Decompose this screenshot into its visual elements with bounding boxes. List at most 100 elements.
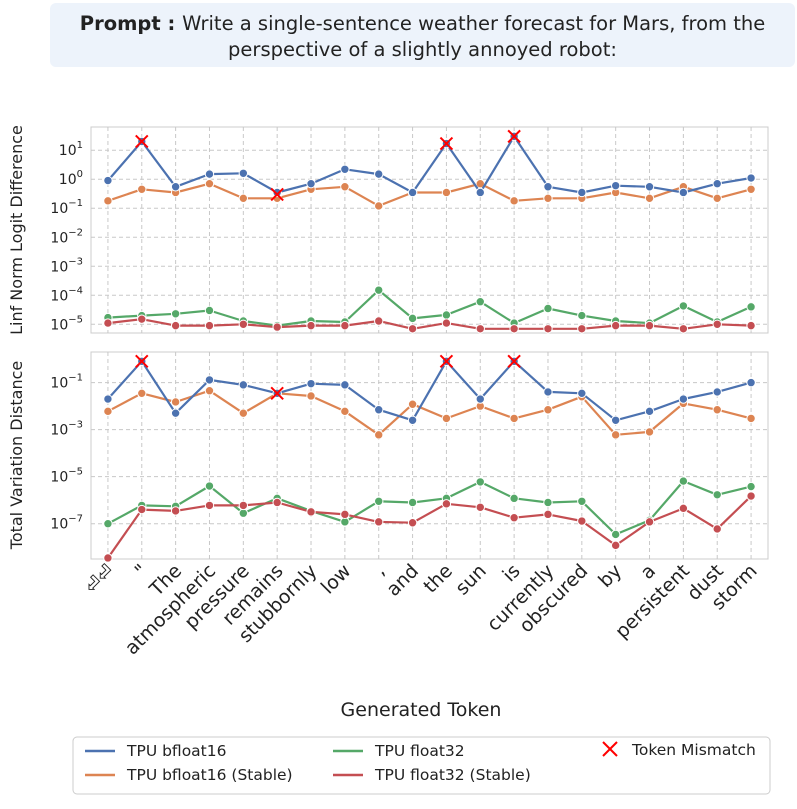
- series-point: [543, 387, 553, 397]
- series-point: [712, 405, 722, 415]
- series-line: [107, 135, 752, 194]
- series-point: [746, 184, 756, 194]
- series-point: [712, 524, 722, 534]
- x-tick-label: ": [131, 560, 153, 582]
- series-point: [137, 314, 147, 324]
- y-axis-label: Linf Norm Logit Difference: [7, 125, 26, 335]
- series-point: [272, 497, 282, 508]
- series-point: [543, 405, 553, 415]
- y-tick-label: 10−5: [50, 314, 83, 333]
- series-point: [238, 380, 249, 390]
- token-mismatch-marker: [270, 386, 284, 401]
- series-point: [238, 168, 249, 179]
- prompt-label: Prompt: [79, 12, 161, 35]
- series-point: [678, 394, 689, 404]
- series-line: [107, 360, 752, 422]
- series-point: [374, 405, 384, 415]
- series-point: [170, 408, 181, 418]
- y-axis-label: Total Variation Distance: [7, 361, 26, 550]
- series-point: [340, 164, 350, 174]
- token-mismatch-marker: [270, 187, 284, 202]
- series-point: [374, 285, 384, 295]
- mismatch-stroke: [135, 134, 149, 149]
- series-line: [107, 480, 752, 536]
- series-line: [107, 389, 752, 436]
- series-point: [407, 187, 418, 198]
- series-point: [644, 193, 655, 204]
- y-tick-label: 10−1: [50, 198, 83, 217]
- series-point: [103, 318, 113, 328]
- y-tick-label: 10−2: [50, 227, 83, 246]
- series-point: [610, 430, 621, 440]
- series-point: [509, 513, 519, 523]
- series-point: [374, 169, 384, 179]
- prompt-text-line-1: Write a single-sentence weather forecast…: [182, 12, 766, 35]
- series-point: [374, 316, 384, 326]
- series-point: [204, 179, 215, 189]
- legend-item: Token Mismatch: [602, 741, 756, 759]
- series-point: [509, 324, 519, 334]
- series-point: [746, 413, 756, 424]
- series-point: [509, 493, 519, 504]
- y-tick-label: 10−5: [50, 467, 83, 486]
- series-point: [170, 320, 181, 331]
- y-tick-label: 10−7: [50, 514, 83, 533]
- series-point: [543, 324, 553, 334]
- series-point: [712, 179, 722, 189]
- series-point: [475, 502, 485, 512]
- series-point: [137, 504, 147, 515]
- series-point: [644, 406, 655, 417]
- token-mismatch-marker: [439, 136, 454, 151]
- series-point: [204, 481, 215, 491]
- prompt-text-line-2: perspective of a slightly annoyed robot:: [228, 38, 617, 61]
- series-point: [374, 201, 384, 211]
- y-tick-label: 100: [59, 169, 83, 188]
- token-mismatch-marker: [135, 354, 149, 369]
- series-point: [103, 519, 113, 529]
- series-point: [204, 500, 215, 511]
- mismatch-stroke: [507, 129, 521, 144]
- series-point: [746, 377, 756, 388]
- series-point: [441, 187, 452, 198]
- series-point: [407, 399, 418, 409]
- series-point: [407, 324, 418, 334]
- x-tick-label: by: [594, 560, 626, 592]
- series-point: [610, 529, 621, 540]
- series-point: [306, 179, 316, 189]
- series-point: [238, 408, 249, 418]
- series-point: [103, 196, 113, 206]
- series-point: [306, 378, 316, 389]
- series-point: [746, 481, 756, 492]
- series-point: [712, 490, 722, 500]
- y-tick-label: 101: [59, 140, 83, 159]
- token-mismatch-marker: [507, 354, 521, 369]
- series-point: [340, 320, 350, 331]
- series-point: [340, 509, 350, 520]
- series-point: [678, 503, 689, 514]
- series-point: [103, 175, 113, 186]
- legend-label: TPU bfloat16 (Stable): [126, 766, 293, 784]
- series-point: [610, 180, 621, 191]
- series-point: [678, 301, 689, 311]
- token-mismatch-marker: [439, 354, 454, 369]
- series-point: [577, 187, 587, 198]
- series-point: [170, 506, 181, 516]
- series-point: [644, 517, 655, 527]
- series-point: [577, 516, 587, 526]
- series-point: [712, 387, 722, 397]
- x-tick-label: ⏎⏎: [80, 560, 118, 598]
- series-point: [137, 184, 147, 194]
- series-point: [103, 394, 113, 404]
- series-point: [543, 509, 553, 520]
- series-point: [441, 413, 452, 424]
- series-point: [543, 193, 553, 204]
- series-point: [238, 508, 249, 518]
- series-point: [407, 518, 418, 528]
- series-point: [746, 320, 756, 331]
- series-point: [374, 517, 384, 527]
- legend-swatch: [602, 741, 618, 757]
- series-point: [272, 322, 282, 332]
- legend-label: Token Mismatch: [631, 741, 756, 759]
- series-point: [577, 388, 587, 399]
